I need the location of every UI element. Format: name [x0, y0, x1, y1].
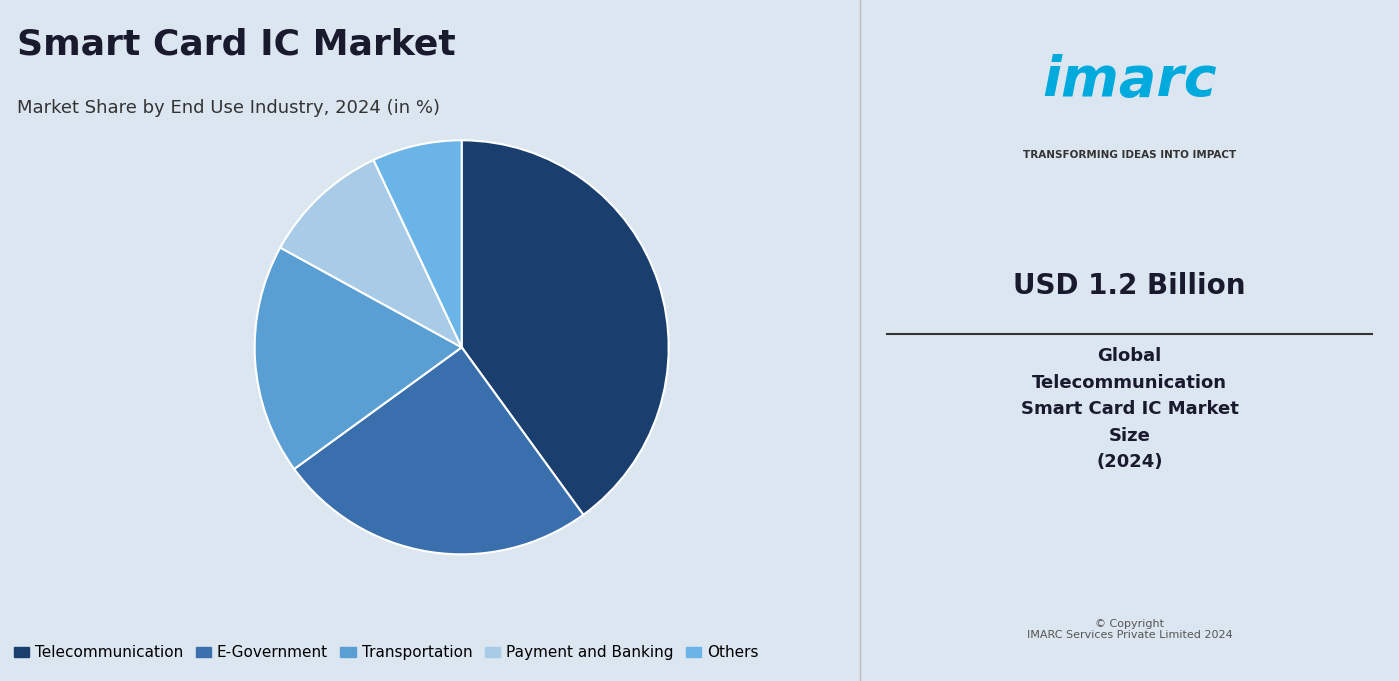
- Legend: Telecommunication, E-Government, Transportation, Payment and Banking, Others: Telecommunication, E-Government, Transpo…: [7, 639, 765, 667]
- Text: © Copyright
IMARC Services Private Limited 2024: © Copyright IMARC Services Private Limit…: [1027, 618, 1233, 640]
- Text: Global
Telecommunication
Smart Card IC Market
Size
(2024): Global Telecommunication Smart Card IC M…: [1021, 347, 1238, 471]
- Text: Smart Card IC Market: Smart Card IC Market: [17, 27, 456, 61]
- Wedge shape: [294, 347, 583, 554]
- Wedge shape: [280, 160, 462, 347]
- Text: USD 1.2 Billion: USD 1.2 Billion: [1013, 272, 1247, 300]
- Text: TRANSFORMING IDEAS INTO IMPACT: TRANSFORMING IDEAS INTO IMPACT: [1023, 150, 1237, 160]
- Text: imarc: imarc: [1042, 54, 1217, 108]
- Wedge shape: [374, 140, 462, 347]
- Text: Market Share by End Use Industry, 2024 (in %): Market Share by End Use Industry, 2024 (…: [17, 99, 441, 116]
- Wedge shape: [255, 248, 462, 469]
- Wedge shape: [462, 140, 669, 515]
